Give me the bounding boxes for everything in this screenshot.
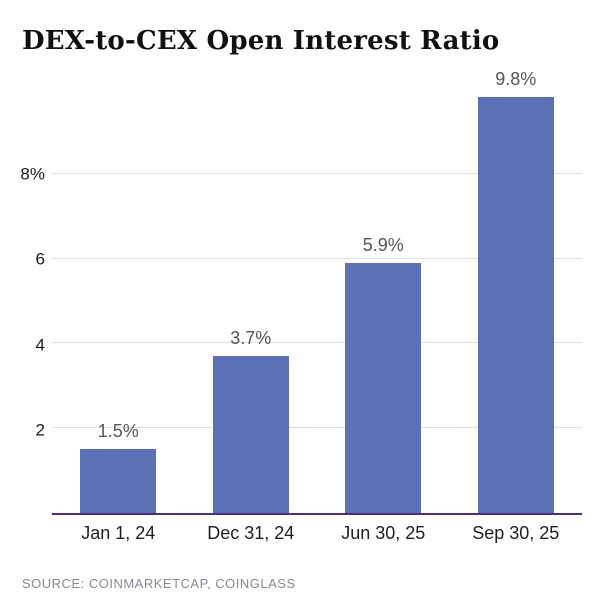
bar-slot: 9.8% <box>450 70 583 513</box>
gridline <box>52 257 582 259</box>
y-axis: 2 4 6 8% <box>0 89 45 515</box>
bar <box>345 262 422 513</box>
x-tick-label: Dec 31, 24 <box>207 523 295 543</box>
x-axis: Jan 1, 24 Dec 31, 24 Jun 30, 25 Sep 30, 25 <box>52 523 582 544</box>
gridline <box>52 342 582 344</box>
source-attribution: SOURCE: COINMARKETCAP, COINGLASS <box>22 576 296 591</box>
gridline <box>52 427 582 429</box>
chart-title: DEX-to-CEX Open Interest Ratio <box>22 26 500 56</box>
y-tick-label: 2 <box>35 420 45 440</box>
y-tick-label: 6 <box>35 249 45 269</box>
gridline <box>52 172 582 174</box>
x-tick-label: Jan 1, 24 <box>81 523 156 543</box>
bar-value-label: 9.8% <box>495 69 537 90</box>
bar-value-label: 1.5% <box>97 421 139 442</box>
x-tick-label: Sep 30, 25 <box>472 523 560 543</box>
bar-value-label: 3.7% <box>230 328 272 349</box>
y-tick-label: 8% <box>20 164 45 184</box>
bar <box>80 449 157 513</box>
bar-series: 1.5% 3.7% 5.9% 9.8% <box>52 70 583 513</box>
bar <box>212 356 289 513</box>
bar-slot: 3.7% <box>185 89 318 513</box>
bar-slot: 1.5% <box>52 89 185 513</box>
bar-slot: 5.9% <box>317 89 450 513</box>
x-tick-label: Jun 30, 25 <box>341 523 426 543</box>
bar <box>477 97 554 513</box>
bar-value-label: 5.9% <box>362 234 404 255</box>
plot-area: 1.5% 3.7% 5.9% 9.8% <box>52 70 583 515</box>
y-tick-label: 4 <box>35 335 45 355</box>
